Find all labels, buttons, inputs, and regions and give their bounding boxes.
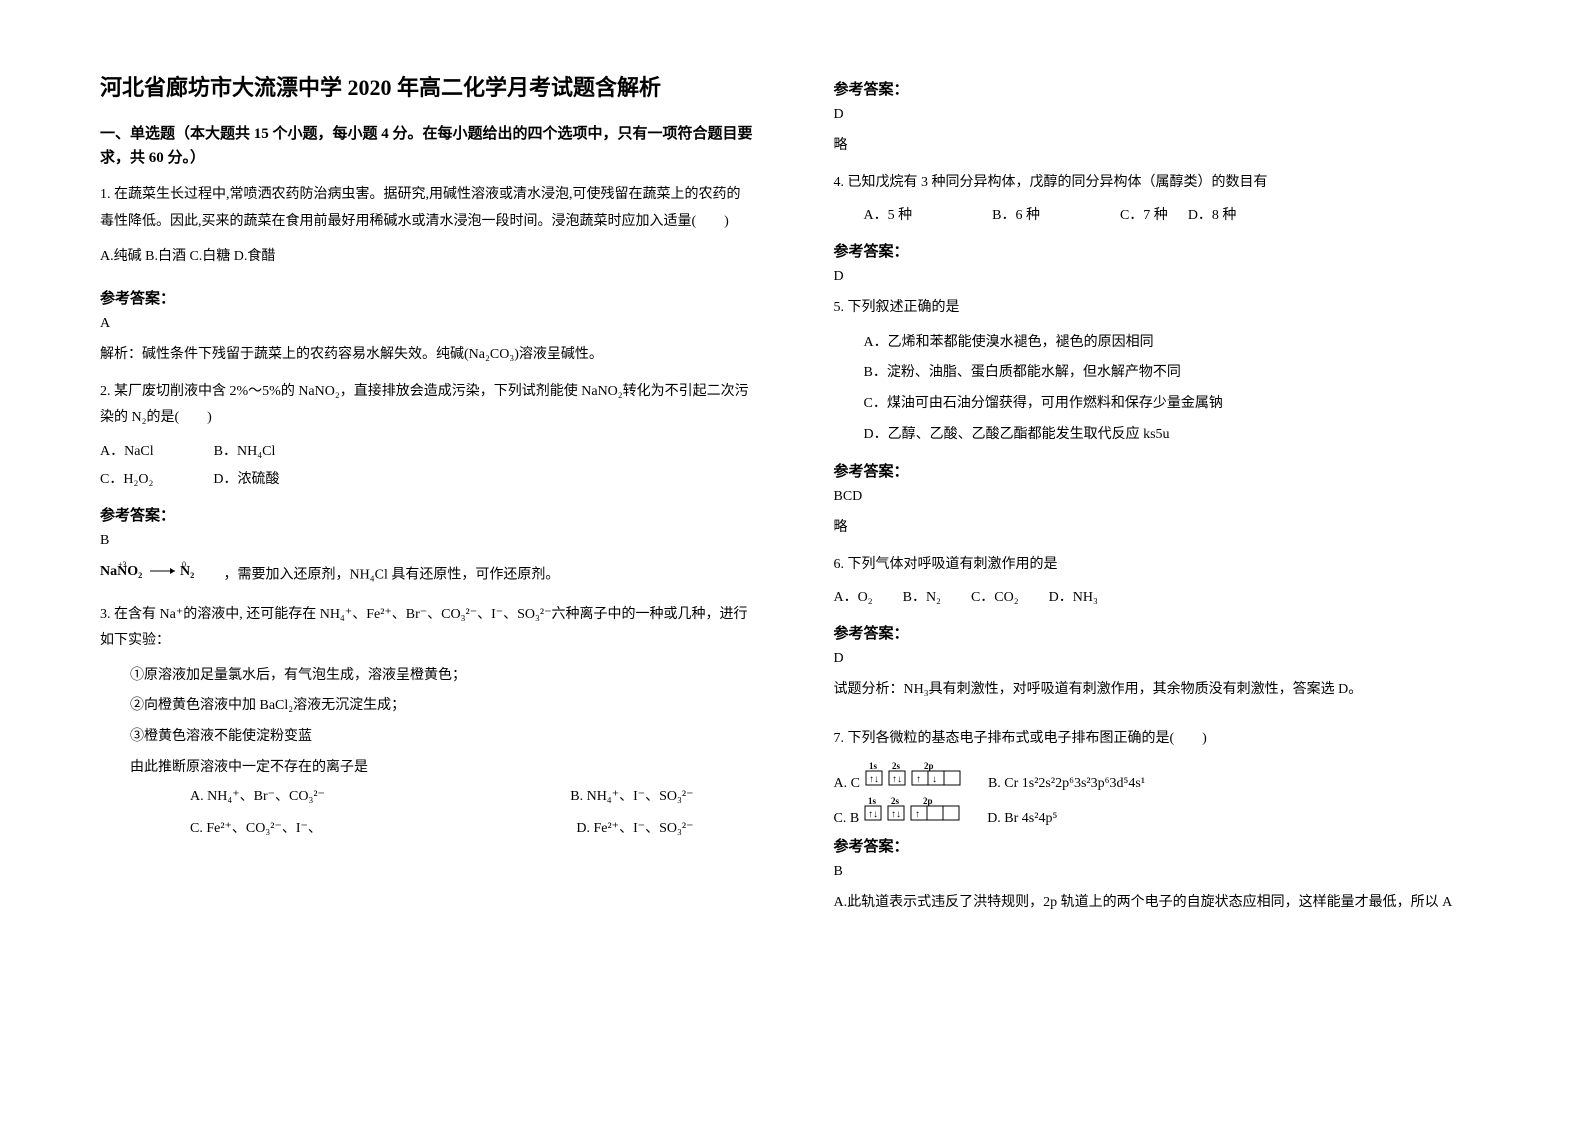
svg-text:2p: 2p bbox=[924, 761, 934, 771]
section-header: 一、单选题（本大题共 15 个小题，每小题 4 分。在每小题给出的四个选项中，只… bbox=[100, 122, 754, 170]
q6-optB: B．N₂ bbox=[903, 586, 941, 606]
q4-optB: B．6 种 bbox=[992, 204, 1040, 224]
q2-text: 2. 某厂废切削液中含 2%～5%的 NaNO₂，直接排放会造成污染，下列试剂能… bbox=[100, 379, 754, 432]
q5-text: 5. 下列叙述正确的是 bbox=[834, 295, 1488, 322]
q2-answer: B bbox=[100, 533, 754, 549]
q6-explanation: 试题分析：NH₃具有刺激性，对呼吸道有刺激作用，其余物质没有刺激性，答案选 D。 bbox=[834, 677, 1488, 704]
svg-text:↑: ↑ bbox=[915, 809, 920, 820]
q1-options: A.纯碱 B.白酒 C.白糖 D.食醋 bbox=[100, 243, 754, 271]
q2-options-row2: C．H₂O₂ D．浓硫酸 bbox=[100, 468, 754, 488]
svg-text:+3: +3 bbox=[118, 560, 127, 569]
q7-optD: D. Br 4s²4p⁵ bbox=[987, 811, 1057, 827]
svg-text:2s: 2s bbox=[891, 796, 900, 806]
q7-optB: B. Cr 1s²2s²2p⁶3s²3p⁶3d⁵4s¹ bbox=[988, 776, 1145, 792]
q2-optC: C．H₂O₂ bbox=[100, 468, 153, 488]
q6-answer: D bbox=[834, 651, 1488, 667]
q5-answer: BCD bbox=[834, 489, 1488, 505]
nano2-formula-icon: NaNO₂ +3 N₂ 0 bbox=[100, 559, 220, 592]
svg-text:↑↓: ↑↓ bbox=[891, 809, 901, 820]
q3-answer-label: 参考答案： bbox=[834, 78, 1488, 99]
q7-optC-prefix: C. B bbox=[834, 811, 860, 827]
svg-text:↓: ↓ bbox=[932, 774, 937, 785]
svg-text:↑: ↑ bbox=[916, 774, 921, 785]
q3-note: 略 bbox=[834, 133, 1488, 160]
svg-text:2s: 2s bbox=[892, 761, 901, 771]
q3-optB: B. NH₄⁺、I⁻、SO₃²⁻ bbox=[570, 785, 693, 805]
orbital-diagram-c-icon: 1s ↑↓ 2s ↑↓ 2p ↑ bbox=[863, 796, 973, 827]
orbital-diagram-a-icon: 1s ↑↓ 2s ↑↓ 2p ↑ ↓ bbox=[864, 761, 974, 792]
q3-optA: A. NH₄⁺、Br⁻、CO₃²⁻ bbox=[190, 785, 325, 805]
q7-answer-label: 参考答案： bbox=[834, 835, 1488, 856]
q7-answer: B bbox=[834, 864, 1488, 880]
q1-text: 1. 在蔬菜生长过程中,常喷洒农药防治病虫害。据研究,用碱性溶液或清水浸泡,可使… bbox=[100, 182, 754, 235]
q6-options: A．O₂ B．N₂ C．CO₂ D．NH₃ bbox=[834, 586, 1488, 606]
q1-answer-label: 参考答案： bbox=[100, 287, 754, 308]
q7-row-ab: A. C 1s ↑↓ 2s ↑↓ 2p ↑ ↓ B. Cr 1s²2s²2p⁶3… bbox=[834, 761, 1488, 792]
q6-answer-label: 参考答案： bbox=[834, 622, 1488, 643]
q4-text: 4. 已知戊烷有 3 种同分异构体，戊醇的同分异构体（属醇类）的数目有 bbox=[834, 170, 1488, 197]
q3-step1: ①原溶液加足量氯水后，有气泡生成，溶液呈橙黄色； bbox=[100, 663, 754, 690]
q2-optD: D．浓硫酸 bbox=[213, 468, 279, 488]
q4-answer-label: 参考答案： bbox=[834, 240, 1488, 261]
q5-optC: C．煤油可由石油分馏获得，可用作燃料和保存少量金属钠 bbox=[834, 391, 1488, 418]
q2-optB: B．NH₄Cl bbox=[214, 440, 276, 460]
q3-optD: D. Fe²⁺、I⁻、SO₃²⁻ bbox=[576, 817, 693, 837]
q7-optA-prefix: A. C bbox=[834, 776, 860, 792]
svg-text:0: 0 bbox=[182, 560, 186, 569]
q4-optD: D．8 种 bbox=[1188, 204, 1237, 224]
q2-explanation-text: ，需要加入还原剂，NH₄Cl 具有还原性，可作还原剂。 bbox=[224, 567, 560, 582]
left-column: 河北省廊坊市大流漂中学 2020 年高二化学月考试题含解析 一、单选题（本大题共… bbox=[100, 70, 754, 1052]
q4-options: A．5 种 B．6 种 C．7 种 D．8 种 bbox=[834, 204, 1488, 224]
q2-explanation: NaNO₂ +3 N₂ 0 ，需要加入还原剂，NH₄Cl 具有还原性，可作还原剂… bbox=[100, 559, 754, 592]
q6-text: 6. 下列气体对呼吸道有刺激作用的是 bbox=[834, 552, 1488, 579]
q7-explanation: A.此轨道表示式违反了洪特规则，2p 轨道上的两个电子的自旋状态应相同，这样能量… bbox=[834, 890, 1488, 917]
q7-text: 7. 下列各微粒的基态电子排布式或电子排布图正确的是( ) bbox=[834, 726, 1488, 753]
page-title: 河北省廊坊市大流漂中学 2020 年高二化学月考试题含解析 bbox=[100, 70, 754, 102]
svg-text:↑↓: ↑↓ bbox=[868, 809, 878, 820]
q3-step2: ②向橙黄色溶液中加 BaCl₂溶液无沉淀生成； bbox=[100, 693, 754, 720]
q3-text: 3. 在含有 Na⁺的溶液中, 还可能存在 NH₄⁺、Fe²⁺、Br⁻、CO₃²… bbox=[100, 602, 754, 655]
q3-answer: D bbox=[834, 107, 1488, 123]
q6-optD: D．NH₃ bbox=[1049, 586, 1098, 606]
q6-optA: A．O₂ bbox=[834, 586, 873, 606]
q2-answer-label: 参考答案： bbox=[100, 504, 754, 525]
q4-optC: C．7 种 bbox=[1120, 204, 1168, 224]
q5-optD: D．乙醇、乙酸、乙酸乙酯都能发生取代反应 ks5u bbox=[834, 422, 1488, 449]
q2-options-row1: A．NaCl B．NH₄Cl bbox=[100, 440, 754, 460]
q5-answer-label: 参考答案： bbox=[834, 460, 1488, 481]
q4-optA: A．5 种 bbox=[864, 204, 913, 224]
q7-row-cd: C. B 1s ↑↓ 2s ↑↓ 2p ↑ D. Br 4s²4p⁵ bbox=[834, 796, 1488, 827]
q1-answer: A bbox=[100, 316, 754, 332]
q3-step3: ③橙黄色溶液不能使淀粉变蓝 bbox=[100, 724, 754, 751]
svg-text:1s: 1s bbox=[869, 761, 878, 771]
q3-subq: 由此推断原溶液中一定不存在的离子是 bbox=[100, 755, 754, 782]
q3-options-row1: A. NH₄⁺、Br⁻、CO₃²⁻ B. NH₄⁺、I⁻、SO₃²⁻ bbox=[100, 785, 754, 805]
svg-text:1s: 1s bbox=[868, 796, 877, 806]
q3-options-row2: C. Fe²⁺、CO₃²⁻、I⁻、 D. Fe²⁺、I⁻、SO₃²⁻ bbox=[100, 817, 754, 837]
q6-optC: C．CO₂ bbox=[971, 586, 1019, 606]
svg-text:↑↓: ↑↓ bbox=[892, 774, 902, 785]
q1-explanation: 解析：碱性条件下残留于蔬菜上的农药容易水解失效。纯碱(Na₂CO₃)溶液呈碱性。 bbox=[100, 342, 754, 369]
q4-answer-top: D bbox=[834, 269, 1488, 285]
svg-text:2p: 2p bbox=[923, 796, 933, 806]
q2-optA: A．NaCl bbox=[100, 440, 154, 460]
q5-optA: A．乙烯和苯都能使溴水褪色，褪色的原因相同 bbox=[834, 330, 1488, 357]
svg-text:↑↓: ↑↓ bbox=[869, 774, 879, 785]
q5-note: 略 bbox=[834, 515, 1488, 542]
right-column: 参考答案： D 略 4. 已知戊烷有 3 种同分异构体，戊醇的同分异构体（属醇类… bbox=[834, 70, 1488, 1052]
q5-optB: B．淀粉、油脂、蛋白质都能水解，但水解产物不同 bbox=[834, 360, 1488, 387]
q3-optC: C. Fe²⁺、CO₃²⁻、I⁻、 bbox=[190, 817, 322, 837]
